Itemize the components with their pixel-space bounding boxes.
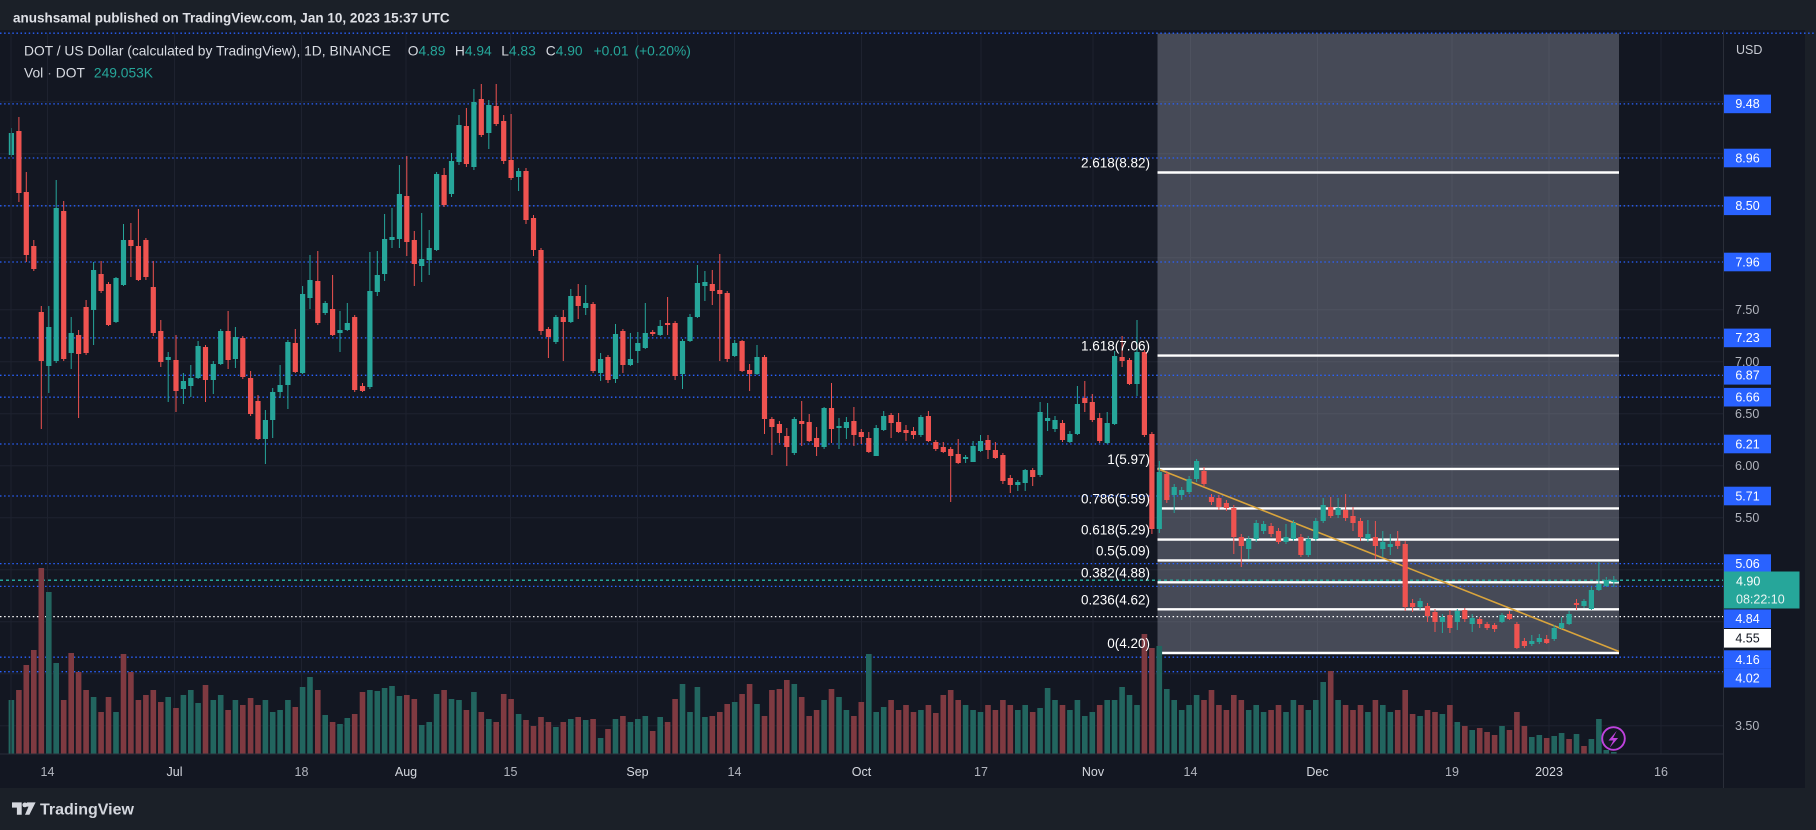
svg-text:19: 19 [1445,765,1459,779]
svg-text:6.87: 6.87 [1735,369,1759,383]
svg-text:16: 16 [1654,765,1668,779]
svg-text:7.23: 7.23 [1735,331,1759,345]
svg-text:1(5.97): 1(5.97) [1107,452,1150,467]
svg-text:0.5(5.09): 0.5(5.09) [1096,543,1150,558]
svg-text:6.00: 6.00 [1735,459,1759,473]
svg-text:7.96: 7.96 [1735,255,1759,269]
svg-text:DOT / US Dollar (calculated by: DOT / US Dollar (calculated by TradingVi… [24,44,691,59]
svg-text:6.21: 6.21 [1735,437,1759,451]
svg-text:2.618(8.82): 2.618(8.82) [1081,156,1150,171]
svg-text:4.84: 4.84 [1735,612,1759,626]
svg-text:2023: 2023 [1535,765,1563,779]
svg-text:14: 14 [1184,765,1198,779]
svg-text:4.55: 4.55 [1735,632,1759,646]
svg-text:7.50: 7.50 [1735,303,1759,317]
svg-text:0.382(4.88): 0.382(4.88) [1081,565,1150,580]
svg-text:6.50: 6.50 [1735,407,1759,421]
svg-text:15: 15 [504,765,518,779]
svg-text:17: 17 [974,765,988,779]
svg-text:Nov: Nov [1082,765,1105,779]
svg-text:4.02: 4.02 [1735,672,1759,686]
svg-text:3.50: 3.50 [1735,719,1759,733]
svg-text:Dec: Dec [1306,765,1328,779]
svg-text:18: 18 [295,765,309,779]
svg-text:8.96: 8.96 [1735,151,1759,165]
svg-text:4.90: 4.90 [1736,574,1760,588]
svg-text:5.06: 5.06 [1735,557,1759,571]
svg-text:7.00: 7.00 [1735,355,1759,369]
svg-text:0.618(5.29): 0.618(5.29) [1081,523,1150,538]
svg-text:Jul: Jul [167,765,183,779]
svg-text:14: 14 [41,765,55,779]
svg-text:1.618(7.06): 1.618(7.06) [1081,339,1150,354]
svg-text:0.786(5.59): 0.786(5.59) [1081,491,1150,506]
svg-text:4.16: 4.16 [1735,653,1759,667]
svg-text:TradingView: TradingView [40,802,135,819]
svg-text:Aug: Aug [395,765,417,779]
svg-text:0(4.20): 0(4.20) [1107,636,1150,651]
svg-text:6.66: 6.66 [1735,391,1759,405]
svg-text:Sep: Sep [626,765,648,779]
svg-text:8.50: 8.50 [1735,199,1759,213]
svg-text:5.71: 5.71 [1735,489,1759,503]
svg-text:anushsamal published on Tradin: anushsamal published on TradingView.com,… [13,11,450,26]
svg-text:9.48: 9.48 [1735,97,1759,111]
svg-text:Oct: Oct [852,765,872,779]
svg-text:5.50: 5.50 [1735,511,1759,525]
svg-text:14: 14 [728,765,742,779]
svg-text:0.236(4.62): 0.236(4.62) [1081,592,1150,607]
svg-text:08:22:10: 08:22:10 [1736,593,1785,607]
svg-text:USD: USD [1736,43,1762,57]
